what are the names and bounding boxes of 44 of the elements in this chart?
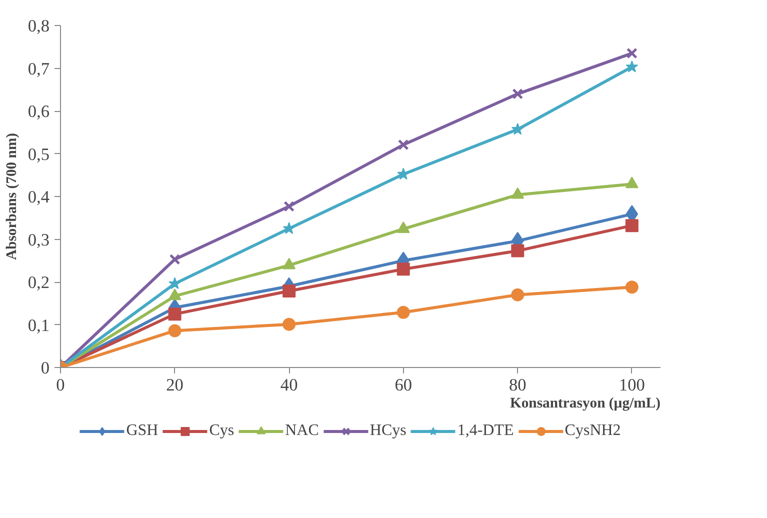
point bbox=[626, 48, 638, 59]
point bbox=[168, 308, 182, 321]
point bbox=[396, 262, 410, 276]
point bbox=[397, 168, 410, 180]
y-tick-label: 0,8 bbox=[28, 16, 50, 36]
y-tick-label: 0,2 bbox=[28, 273, 50, 292]
point bbox=[282, 284, 296, 298]
y-tick-label: 0,7 bbox=[28, 59, 50, 78]
point bbox=[511, 122, 524, 135]
legend-label: GSH bbox=[126, 422, 158, 440]
y-tick-label: 0 bbox=[40, 358, 50, 378]
point bbox=[282, 318, 296, 331]
y-tick-label: 0,5 bbox=[28, 144, 50, 164]
legend-label: 1,4-DTE bbox=[457, 422, 514, 440]
point bbox=[398, 139, 409, 150]
y-tick-label: 0,4 bbox=[28, 188, 50, 206]
legend-label: CysNH2 bbox=[564, 422, 621, 440]
point bbox=[168, 324, 182, 338]
x-tick-label: 60 bbox=[394, 376, 412, 394]
y-tick-label: 0,1 bbox=[28, 316, 50, 335]
point bbox=[512, 88, 524, 100]
x-tick-label: 80 bbox=[508, 376, 526, 394]
y-axis-title: Absorbans (700 nm) bbox=[4, 132, 20, 260]
legend-label: Cys bbox=[209, 422, 234, 440]
y-tick-label: 0,3 bbox=[28, 230, 50, 250]
point bbox=[511, 244, 524, 258]
legend-label: NAC bbox=[285, 422, 319, 440]
point bbox=[282, 222, 296, 234]
point bbox=[396, 306, 410, 319]
point bbox=[626, 60, 638, 72]
point bbox=[511, 288, 524, 302]
point bbox=[284, 200, 295, 212]
x-tick-label: 100 bbox=[618, 376, 645, 394]
legend-label: HCys bbox=[370, 422, 406, 440]
point bbox=[625, 280, 638, 294]
x-axis-title: Konsantrasyon (µg/mL) bbox=[510, 396, 661, 412]
x-tick-label: 40 bbox=[280, 376, 298, 394]
x-tick-label: 20 bbox=[166, 376, 184, 394]
x-tick-label: 0 bbox=[56, 376, 65, 394]
y-tick-label: 0,6 bbox=[28, 102, 50, 121]
point bbox=[169, 254, 180, 265]
point bbox=[168, 277, 181, 290]
point bbox=[625, 176, 638, 188]
point bbox=[625, 219, 638, 232]
